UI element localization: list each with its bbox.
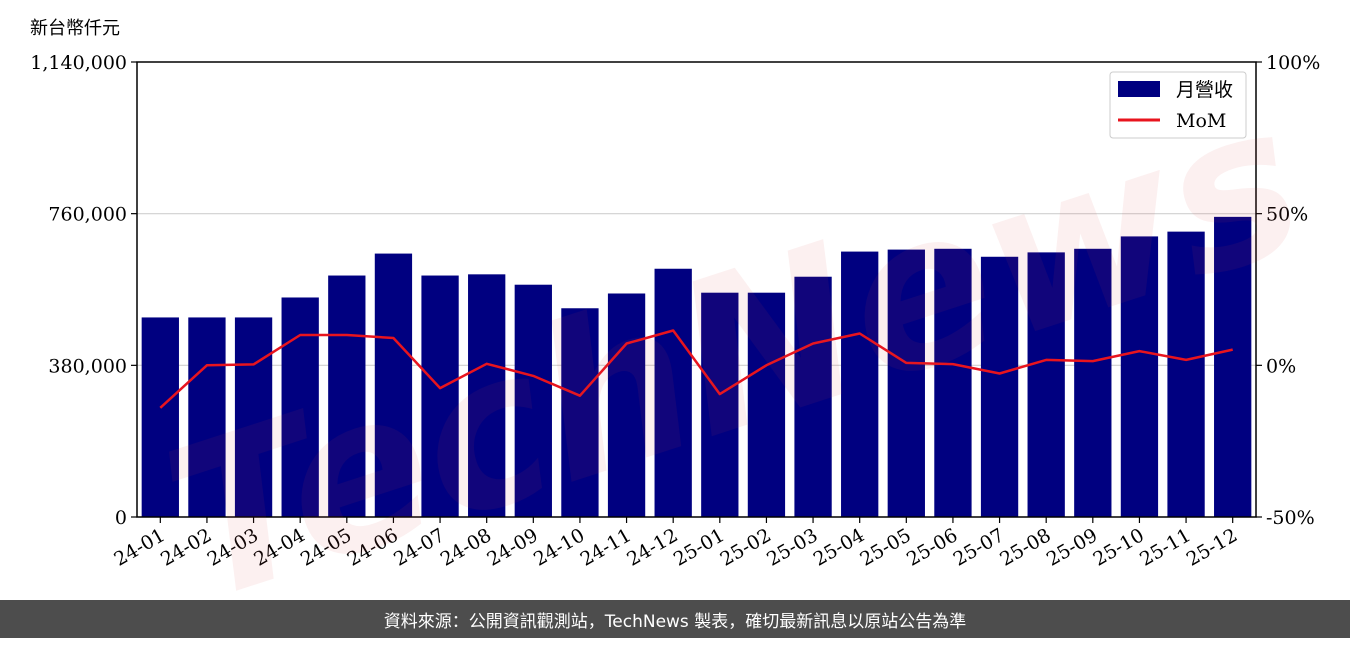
x-tick-label-25-09: 25-09 bbox=[1043, 524, 1101, 570]
x-tick-label-25-11: 25-11 bbox=[1136, 524, 1194, 570]
bar-24-12 bbox=[654, 268, 692, 517]
right-tick-label-3: 100% bbox=[1266, 52, 1320, 74]
bar-24-11 bbox=[607, 293, 646, 517]
left-tick-label-1: 380,000 bbox=[48, 355, 127, 377]
legend-label-line: MoM bbox=[1176, 110, 1226, 132]
legend-swatch-bar bbox=[1118, 81, 1160, 97]
right-tick-label-2: 50% bbox=[1266, 204, 1308, 226]
x-tick-label-24-11: 24-11 bbox=[577, 524, 635, 570]
source-footer: 資料來源：公開資訊觀測站，TechNews 製表，確切最新訊息以原站公告為準 bbox=[0, 600, 1350, 638]
bar-25-05 bbox=[887, 249, 925, 518]
bar-25-07 bbox=[980, 256, 1019, 517]
bar-24-03 bbox=[234, 317, 273, 517]
right-tick-label-0: -50% bbox=[1266, 507, 1315, 529]
revenue-chart: 0 380,000 760,000 1,140,000 -50% 0% 50% 100% 24-… bbox=[30, 52, 1320, 571]
x-tick-label-25-02: 25-02 bbox=[716, 524, 774, 570]
legend-label-bar: 月營收 bbox=[1176, 79, 1233, 101]
x-tick-label-25-05: 25-05 bbox=[856, 524, 914, 570]
y-axis-unit-label: 新台幣仟元 bbox=[30, 18, 120, 39]
x-tick-label-24-10: 24-10 bbox=[530, 524, 588, 570]
x-tick-label-24-09: 24-09 bbox=[483, 524, 541, 570]
x-tick-label-25-06: 25-06 bbox=[903, 524, 961, 570]
left-tick-label-0: 0 bbox=[115, 507, 127, 529]
bar-25-06 bbox=[934, 248, 972, 517]
x-tick-label-24-02: 24-02 bbox=[157, 524, 215, 570]
bar-24-08 bbox=[468, 274, 506, 517]
bar-25-01 bbox=[701, 292, 739, 517]
bar-25-03 bbox=[794, 276, 832, 517]
bar-24-09 bbox=[514, 284, 552, 517]
bar-24-01 bbox=[141, 317, 179, 517]
bar-25-02 bbox=[747, 292, 786, 517]
x-tick-label-25-04: 25-04 bbox=[810, 524, 868, 570]
x-tick-label-25-12: 25-12 bbox=[1183, 524, 1241, 570]
bar-24-05 bbox=[328, 275, 366, 517]
bar-25-10 bbox=[1120, 236, 1159, 517]
x-tick-label-24-06: 24-06 bbox=[343, 524, 401, 570]
x-tick-label-25-01: 25-01 bbox=[670, 524, 728, 570]
x-tick-label-24-08: 24-08 bbox=[437, 524, 495, 570]
x-tick-label-25-10: 25-10 bbox=[1089, 524, 1147, 570]
left-tick-label-2: 760,000 bbox=[48, 204, 127, 226]
x-tick-label-24-05: 24-05 bbox=[297, 524, 355, 570]
x-tick-label-24-04: 24-04 bbox=[250, 524, 308, 570]
bar-24-06 bbox=[374, 253, 413, 517]
x-tick-label-25-07: 25-07 bbox=[950, 524, 1008, 570]
bar-24-07 bbox=[421, 275, 459, 517]
bar-25-08 bbox=[1027, 252, 1065, 517]
x-tick-label-24-07: 24-07 bbox=[390, 524, 448, 570]
x-tick-label-24-03: 24-03 bbox=[204, 524, 262, 570]
bar-24-04 bbox=[281, 297, 319, 517]
x-tick-label-24-12: 24-12 bbox=[623, 524, 681, 570]
bar-24-02 bbox=[188, 317, 226, 517]
x-tick-label-25-08: 25-08 bbox=[996, 524, 1054, 570]
mom-line bbox=[159, 329, 1233, 409]
x-tick-label-24-01: 24-01 bbox=[110, 524, 168, 570]
bar-25-11 bbox=[1167, 231, 1205, 517]
bar-25-09 bbox=[1074, 248, 1112, 517]
bar-25-04 bbox=[841, 251, 879, 518]
bar-24-10 bbox=[561, 308, 599, 517]
left-tick-label-3: 1,140,000 bbox=[30, 52, 127, 74]
x-tick-label-25-03: 25-03 bbox=[763, 524, 821, 570]
plot-frame bbox=[136, 61, 1257, 518]
right-tick-label-1: 0% bbox=[1266, 355, 1296, 377]
bar-25-12 bbox=[1214, 216, 1252, 517]
